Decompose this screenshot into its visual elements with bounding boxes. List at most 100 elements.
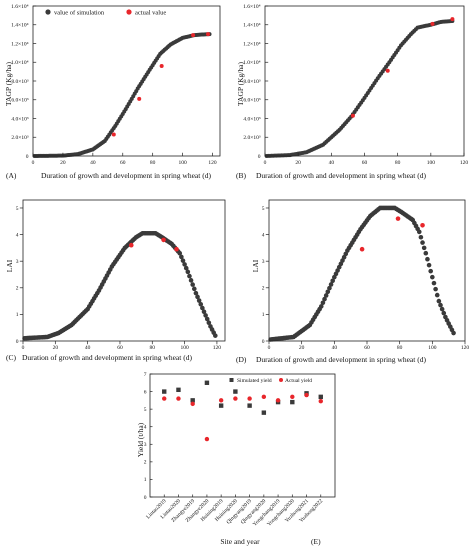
actual-point (350, 113, 355, 118)
y-tick-label: 3 (144, 442, 147, 448)
y-tick-label: 2 (16, 286, 19, 292)
simulated-point (441, 310, 447, 316)
legend-simulated-yield-marker (229, 378, 234, 382)
simulated-point (327, 285, 332, 291)
simulated-point (193, 290, 199, 296)
panel-d-lai-chart: 0 20 40 60 80 100 120 0 1 2 3 4 5 LAI (D) Duration o… (236, 199, 470, 364)
panel-d-marks (268, 205, 456, 342)
actual-yield-point (304, 392, 309, 398)
simulated-point (213, 333, 218, 338)
actual-yield-point (233, 396, 238, 401)
y-tick-label: 1.6×10⁴ (11, 4, 28, 10)
actual-point (174, 246, 179, 252)
simulated-point (416, 229, 422, 235)
y-tick-label: 6.0×10³ (243, 98, 260, 104)
simulated-point (322, 296, 327, 302)
simulated-yield-point (290, 399, 295, 405)
y-tick-label: 6.0×10³ (11, 98, 28, 104)
x-tick-label: 20 (295, 160, 301, 166)
actual-yield-point (290, 394, 295, 400)
simulated-point (433, 286, 438, 292)
simulated-point (182, 262, 187, 267)
panel-e-legend: Simulated yield Actual yield (229, 378, 312, 384)
simulated-yield-point (162, 389, 167, 394)
simulated-yield-point (190, 398, 195, 403)
simulated-point (323, 293, 329, 298)
actual-point (159, 64, 164, 68)
y-tick-label: 7 (144, 372, 147, 378)
y-tick-label: 0 (144, 495, 147, 501)
x-tick-label: 40 (329, 160, 335, 166)
x-tick-label: 40 (332, 345, 338, 351)
y-tick-label: 5 (144, 407, 147, 413)
panel-a-letter: (A) (6, 171, 17, 180)
simulated-point (177, 250, 183, 256)
x-tick-label: 60 (364, 345, 370, 351)
y-tick-label: 3 (16, 259, 19, 265)
simulated-yield-point (204, 380, 210, 385)
simulated-point (451, 330, 456, 336)
y-tick-label: 1 (262, 312, 265, 318)
simulated-point (179, 254, 184, 260)
y-tick-label: 1.0×10⁴ (243, 60, 260, 66)
y-tick-label: 8.0×10³ (11, 79, 28, 85)
simulated-point (430, 274, 435, 280)
y-tick-label: 0 (26, 154, 29, 160)
legend-simulated-label: value of simulation (54, 10, 105, 17)
simulated-yield-point (176, 387, 181, 393)
y-tick-label: 1.4×10⁴ (243, 23, 260, 29)
simulated-point (318, 304, 324, 309)
panel-b-tagp-chart: 0 20 40 60 80 100 120 0 2.0×10³ 4.0×10³ 6.0×10³ 8.0… (236, 4, 468, 180)
simulated-point (421, 245, 427, 251)
panel-c-letter: (C) (6, 353, 17, 362)
panel-e-x-label: Site and year (220, 537, 260, 546)
simulated-point (425, 256, 430, 262)
actual-point (430, 21, 435, 26)
x-tick-label: 80 (397, 345, 403, 351)
simulated-yield-point (318, 394, 323, 400)
y-tick-label: 2.0×10³ (11, 135, 28, 141)
actual-point (111, 132, 116, 137)
plot-frame (149, 373, 336, 498)
simulated-point (185, 269, 191, 275)
simulated-point (423, 250, 429, 256)
panel-e-letter: (E) (311, 537, 321, 546)
y-tick-label: 0 (262, 339, 265, 345)
y-tick-label: 4 (16, 232, 19, 238)
simulated-point (330, 278, 336, 284)
y-tick-label: 1.0×10⁴ (11, 60, 28, 66)
simulated-yield-point (233, 389, 238, 394)
simulated-point (434, 292, 440, 298)
simulated-point (418, 234, 424, 240)
panel-d-letter: (D) (236, 355, 247, 364)
panel-d-x-label: Duration of growth and development in sp… (256, 355, 426, 364)
x-tick-label: 100 (428, 345, 437, 351)
legend-simulated-yield-label: Simulated yield (237, 378, 272, 384)
simulated-point (431, 280, 437, 286)
panel-b-axes: 0 20 40 60 80 100 120 0 2.0×10³ 4.0×10³ 6.0×10³ 8.0… (243, 4, 468, 166)
panel-a-y-label: TAGP (Kg/ha) (4, 62, 13, 106)
panel-e-y-label: Yield (t/ha) (136, 422, 145, 457)
actual-yield-point (275, 398, 281, 403)
y-tick-label: 1.6×10⁴ (243, 4, 260, 10)
actual-point (385, 68, 390, 73)
simulated-point (195, 294, 200, 300)
panel-b-letter: (B) (236, 171, 247, 180)
simulated-point (187, 273, 192, 279)
panel-d-axes: 0 20 40 60 80 100 120 0 1 2 3 4 5 (262, 199, 470, 351)
simulated-yield-point (218, 403, 224, 408)
y-tick-label: 4 (262, 232, 265, 238)
simulated-point (190, 282, 195, 287)
panel-a-x-label: Duration of growth and development in sp… (41, 171, 211, 180)
simulated-point (201, 309, 207, 315)
actual-yield-point (247, 396, 252, 401)
y-tick-label: 8.0×10³ (243, 79, 260, 85)
simulated-point (191, 286, 197, 292)
x-tick-label: 120 (461, 345, 470, 351)
panel-a-legend: value of simulation actual value (45, 9, 166, 17)
panel-b-y-label: TAGP (Kg/ha) (236, 62, 245, 106)
panel-c-axes: 0 20 40 60 80 100 120 0 1 2 3 4 5 (16, 199, 226, 351)
actual-yield-point (261, 394, 267, 400)
simulated-point (328, 282, 334, 287)
actual-yield-point (190, 401, 195, 407)
